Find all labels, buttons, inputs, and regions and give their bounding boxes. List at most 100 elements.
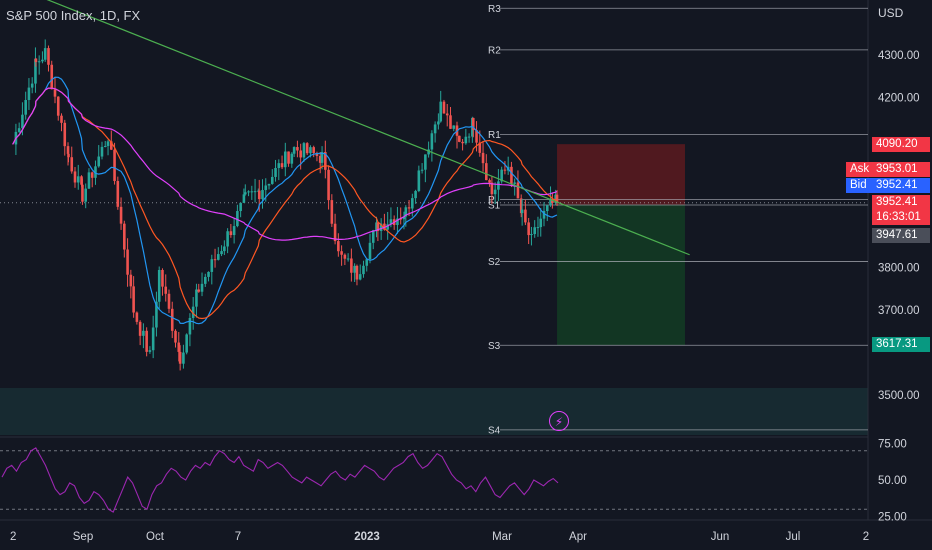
- time-tick-label: 2023: [354, 531, 380, 543]
- entry-price-tag: 3947.61: [872, 228, 930, 243]
- last-price-tag: 3952.41: [872, 195, 930, 210]
- candle-body: [94, 166, 97, 178]
- candle-body: [63, 122, 67, 147]
- candles: [14, 39, 559, 371]
- candle-body: [296, 147, 299, 151]
- rsi-pane: [0, 447, 868, 513]
- candle-body: [100, 146, 104, 157]
- candle-body: [161, 269, 164, 287]
- candle-body: [333, 223, 337, 242]
- take-profit-zone: [557, 204, 685, 346]
- time-tick-label: Sep: [73, 531, 93, 543]
- candle-body: [358, 274, 362, 280]
- candle-body: [97, 156, 101, 167]
- ma-mid-line: [12, 87, 558, 320]
- time-tick-label: Oct: [146, 531, 165, 543]
- candle-body: [513, 182, 516, 184]
- chart-title: S&P 500 Index, 1D, FX: [6, 8, 141, 23]
- candle-body: [510, 166, 513, 184]
- candle-body: [200, 283, 204, 292]
- candle-body: [123, 223, 126, 250]
- moving-averages: [12, 76, 558, 325]
- candle-body: [261, 190, 264, 200]
- candle-body: [267, 183, 271, 186]
- lightning-icon[interactable]: ⚡: [549, 411, 569, 431]
- candle-body: [516, 182, 520, 199]
- candle-body: [340, 251, 343, 255]
- candle-body: [353, 265, 356, 273]
- price-axis[interactable]: 3500.00 3700.00 3800.00 4200.00 4300.00 25.00…: [878, 50, 920, 524]
- trendline-line: [46, 0, 690, 256]
- candle-body: [34, 58, 38, 62]
- pivot-label-R2: R2: [488, 45, 501, 56]
- candle-body: [210, 259, 214, 272]
- trendline[interactable]: [0, 0, 690, 256]
- rsi-tick-label: 50.00: [878, 475, 907, 487]
- candle-body: [27, 87, 31, 100]
- candle-body: [34, 58, 37, 84]
- candle-body: [368, 242, 372, 260]
- candle-body: [76, 176, 80, 183]
- candle-body: [497, 181, 500, 190]
- candle-body: [467, 136, 471, 138]
- candle-body: [195, 289, 198, 307]
- candle-body: [24, 99, 27, 115]
- candle-body: [533, 227, 536, 235]
- candle-body: [490, 182, 494, 195]
- candle-body: [21, 114, 24, 129]
- candle-body: [280, 163, 284, 168]
- candle-body: [407, 207, 411, 209]
- grid-and-zones: [0, 0, 932, 521]
- ma-slow-line: [12, 87, 558, 241]
- candle-body: [81, 184, 84, 202]
- candle-body: [142, 330, 145, 336]
- rsi-tick-label: 75.00: [878, 439, 907, 451]
- candle-body: [365, 259, 369, 266]
- candle-body: [458, 135, 461, 142]
- candle-body: [424, 154, 427, 170]
- candle-body: [417, 170, 421, 191]
- candle-body: [500, 169, 503, 182]
- stop-loss-zone: [557, 144, 685, 205]
- candle-body: [277, 163, 281, 169]
- candle-body: [43, 48, 47, 60]
- candle-body: [309, 147, 312, 154]
- candle-body: [53, 89, 57, 97]
- candle-body: [207, 271, 210, 277]
- candle-body: [73, 171, 77, 183]
- pivot-label-R1: R1: [488, 130, 501, 141]
- candle-body: [287, 151, 290, 164]
- time-tick-label: 7: [235, 531, 241, 543]
- candle-body: [396, 218, 399, 225]
- candle-body: [389, 219, 393, 225]
- candle-body: [554, 194, 557, 203]
- candle-body: [461, 141, 464, 144]
- bid-label: Bid: [846, 178, 872, 193]
- candle-body: [223, 246, 226, 252]
- candle-body: [274, 168, 277, 177]
- candle-body: [203, 276, 207, 284]
- candle-body: [551, 199, 554, 203]
- candle-body: [305, 143, 309, 154]
- candle-body: [167, 293, 171, 309]
- candle-body: [232, 226, 236, 236]
- support-zone: [0, 388, 868, 435]
- candle-body: [346, 258, 350, 260]
- time-axis[interactable]: 2 Sep Oct 7 2023 Mar Apr Jun Jul 2: [10, 531, 869, 543]
- candle-body: [439, 101, 443, 122]
- ask-label: Ask: [846, 162, 872, 177]
- price-tick-label: 4200.00: [878, 93, 920, 105]
- candle-body: [243, 192, 247, 195]
- candle-body: [433, 124, 437, 134]
- candle-body: [545, 205, 549, 212]
- candle-body: [37, 61, 41, 63]
- candle-body: [383, 223, 386, 230]
- candle-body: [402, 216, 406, 220]
- candle-body: [445, 113, 449, 116]
- time-tick-label: Mar: [492, 531, 512, 543]
- candle-body: [290, 153, 294, 164]
- candle-body: [362, 265, 365, 275]
- candle-body: [478, 142, 482, 153]
